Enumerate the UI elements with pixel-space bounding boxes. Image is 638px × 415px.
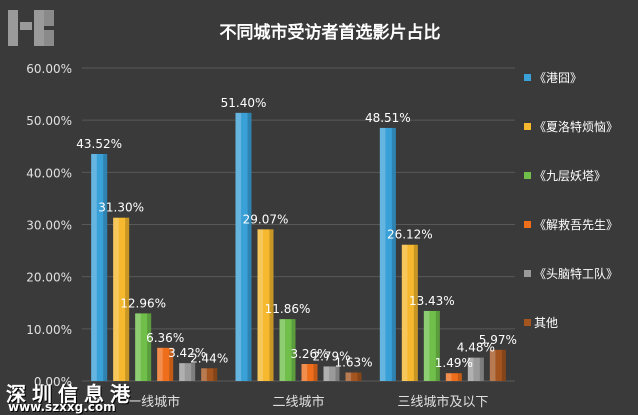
y-tick-label: 60.00% bbox=[26, 62, 72, 76]
legend-swatch bbox=[524, 123, 531, 130]
data-label: 2.44% bbox=[190, 351, 228, 365]
bar bbox=[279, 319, 296, 381]
legend-item: 《头脑特工队》 bbox=[524, 266, 618, 281]
watermark: 深圳信息港 www.szxxg.com bbox=[2, 378, 152, 414]
bar bbox=[345, 372, 362, 381]
data-label: 3.42% bbox=[168, 346, 206, 360]
data-label: 5.97% bbox=[479, 333, 517, 347]
data-label: 29.07% bbox=[243, 212, 289, 226]
x-tick-label: 三线城市及以下 bbox=[397, 394, 488, 410]
watermark-cn: 深圳信息港 bbox=[6, 382, 136, 406]
legend-swatch bbox=[524, 74, 531, 81]
data-label: 1.49% bbox=[435, 356, 473, 370]
bar bbox=[445, 373, 462, 381]
data-label: 12.96% bbox=[120, 296, 166, 310]
y-tick-label: 30.00% bbox=[26, 219, 72, 233]
legend-label: 《解救吾先生》 bbox=[534, 217, 618, 232]
legend-swatch bbox=[524, 221, 531, 228]
y-tick-label: 50.00% bbox=[26, 114, 72, 128]
legend-item: 其他 bbox=[524, 316, 558, 330]
watermark-url: www.szxxg.com bbox=[8, 400, 116, 414]
bar bbox=[489, 349, 506, 381]
y-tick-label: 0.00% bbox=[34, 375, 72, 389]
chart-title: 不同城市受访者首选影片占比 bbox=[220, 22, 441, 43]
legend-item: 《九层妖塔》 bbox=[524, 169, 606, 183]
x-axis: 一线城市 二线城市 三线城市及以下 bbox=[128, 394, 488, 410]
legend-label: 《头脑特工队》 bbox=[534, 266, 618, 281]
data-label: 1.63% bbox=[334, 355, 372, 369]
data-label: 11.86% bbox=[265, 302, 311, 316]
data-label: 6.36% bbox=[146, 331, 184, 345]
bar bbox=[235, 112, 252, 381]
x-tick-label: 二线城市 bbox=[272, 394, 324, 410]
data-label: 26.12% bbox=[387, 228, 433, 242]
bar bbox=[157, 347, 174, 381]
bar bbox=[423, 310, 440, 381]
legend-swatch bbox=[524, 319, 531, 326]
y-axis: 0.00% 10.00% 20.00% 30.00% 40.00% 50.00% 60.00… bbox=[26, 62, 72, 389]
bar bbox=[401, 244, 418, 381]
legend-label: 《九层妖塔》 bbox=[534, 169, 606, 183]
legend-swatch bbox=[524, 172, 531, 179]
bar bbox=[323, 366, 340, 381]
bar bbox=[201, 368, 218, 381]
data-label: 48.51% bbox=[365, 111, 411, 125]
y-tick-label: 20.00% bbox=[26, 271, 72, 285]
data-label: 43.52% bbox=[76, 137, 122, 151]
data-label: 13.43% bbox=[409, 294, 455, 308]
legend-item: 《夏洛特烦恼》 bbox=[524, 119, 618, 134]
data-label: 4.48% bbox=[457, 341, 495, 355]
bar bbox=[179, 363, 196, 381]
data-label: 31.30% bbox=[98, 201, 144, 215]
bar bbox=[467, 357, 484, 381]
y-tick-label: 10.00% bbox=[26, 323, 72, 337]
data-label: 2.79% bbox=[312, 349, 350, 363]
y-tick-label: 40.00% bbox=[26, 166, 72, 180]
x-tick-label: 一线城市 bbox=[128, 394, 180, 410]
legend-swatch bbox=[524, 270, 531, 277]
legend: 《港囧》《夏洛特烦恼》《九层妖塔》《解救吾先生》《头脑特工队》其他 bbox=[524, 71, 618, 330]
data-labels: 43.52% 31.30% 12.96% 6.36%3.42%2.44% 51.40% 2… bbox=[76, 96, 517, 370]
data-label: 3.26% bbox=[290, 347, 328, 361]
legend-label: 其他 bbox=[534, 316, 558, 330]
bar bbox=[135, 313, 152, 381]
legend-item: 《港囧》 bbox=[524, 71, 582, 85]
gridlines bbox=[82, 67, 515, 382]
legend-item: 《解救吾先生》 bbox=[524, 217, 618, 232]
bar bbox=[379, 127, 396, 381]
data-label: 51.40% bbox=[221, 96, 267, 110]
legend-label: 《夏洛特烦恼》 bbox=[534, 119, 618, 134]
legend-label: 《港囧》 bbox=[534, 71, 582, 85]
bar bbox=[91, 153, 108, 381]
bar bbox=[301, 363, 318, 381]
bars bbox=[91, 112, 506, 381]
bar bbox=[113, 217, 130, 381]
bar bbox=[257, 229, 274, 381]
logo bbox=[6, 6, 58, 50]
